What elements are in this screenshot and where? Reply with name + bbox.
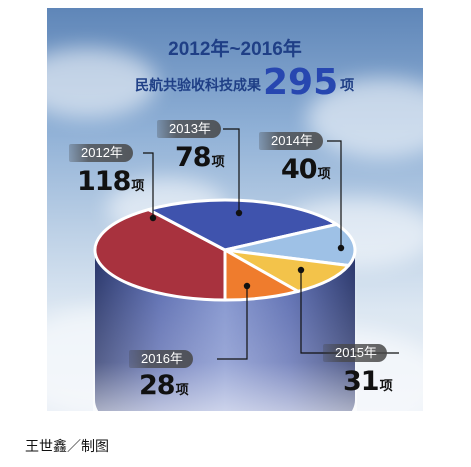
slice-value-2016: 28项 (139, 370, 189, 401)
leader-line-2012 (143, 152, 154, 218)
subtitle-unit: 项 (340, 77, 355, 93)
leader-line-2016 (217, 286, 248, 360)
leader-dot-2016 (243, 282, 251, 290)
pie-chart (93, 128, 399, 411)
pie-slice-2012 (93, 208, 227, 302)
subtitle-total: 295 (263, 62, 339, 103)
infographic-panel: 2012年~2016年 民航共验收科技成果 295 项 2012年 118项 2… (47, 8, 423, 411)
leader-line-2013 (223, 128, 240, 213)
leader-dot-2015 (297, 266, 305, 274)
leader-dot-2014 (337, 244, 345, 252)
slice-label-2012: 2012年 (69, 144, 133, 162)
slice-value-2015: 31项 (343, 366, 393, 397)
cloud (47, 48, 157, 118)
pie-slices (93, 198, 357, 302)
slice-value-2013: 78项 (175, 142, 225, 173)
credit-text: 王世鑫／制图 (25, 438, 109, 454)
chart-subtitle: 民航共验收科技成果 295 项 (135, 62, 355, 103)
pie-slice-2013 (147, 198, 339, 252)
pie-slice-2016 (223, 248, 300, 302)
leader-line-2014 (327, 140, 342, 248)
slice-label-2015: 2015年 (323, 344, 387, 362)
slice-label-2013: 2013年 (157, 120, 221, 138)
chart-title: 2012年~2016年 (168, 39, 302, 60)
leader-dot-2012 (149, 214, 157, 222)
slice-label-2014: 2014年 (259, 132, 323, 150)
cloud (307, 78, 423, 158)
pie-slice-2014 (223, 222, 357, 267)
slice-value-2014: 40项 (281, 154, 331, 185)
leader-dot-2013 (235, 209, 243, 217)
subtitle-text: 民航共验收科技成果 (135, 77, 261, 93)
pie-slice-2015 (223, 248, 351, 293)
slice-label-2016: 2016年 (129, 350, 193, 368)
slice-value-2012: 118项 (77, 166, 145, 197)
